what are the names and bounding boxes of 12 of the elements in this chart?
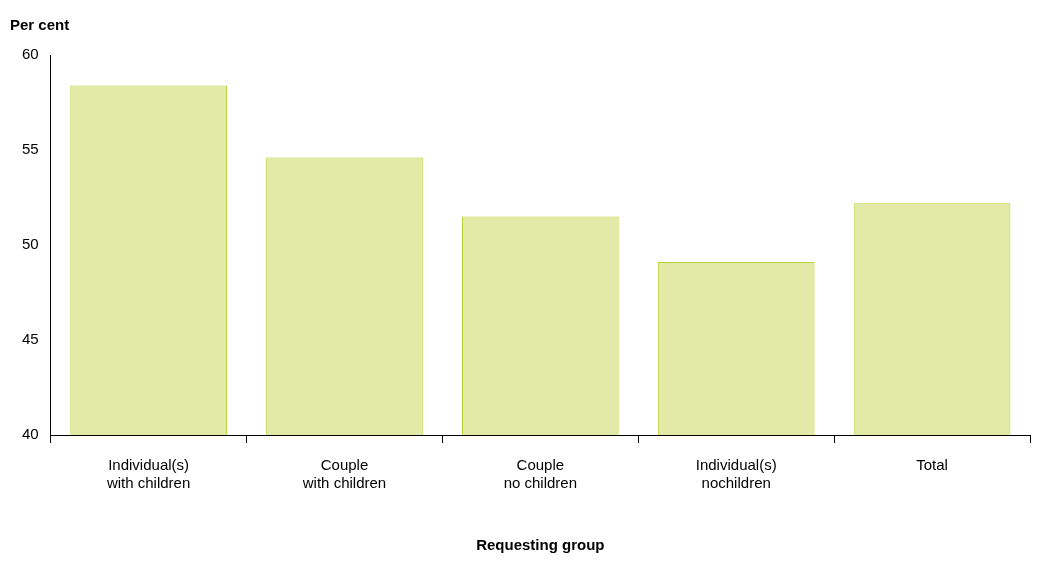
y-tick-label: 45	[22, 330, 39, 348]
x-axis-title: Requesting group	[476, 536, 605, 554]
y-tick-label: 55	[22, 140, 39, 158]
y-tick-label: 60	[22, 45, 39, 63]
y-tick-label: 50	[22, 235, 39, 253]
y-tick-label: 40	[22, 425, 39, 443]
x-tick-label: Couple with children	[301, 456, 387, 492]
x-tick-label: Total	[916, 456, 948, 474]
x-tick-label: Individual(s) nochildren	[695, 456, 777, 492]
x-tick-label: Individual(s) with children	[105, 456, 191, 492]
x-tick-label: Couple no children	[503, 456, 578, 492]
y-axis-title: Per cent	[10, 16, 70, 33]
